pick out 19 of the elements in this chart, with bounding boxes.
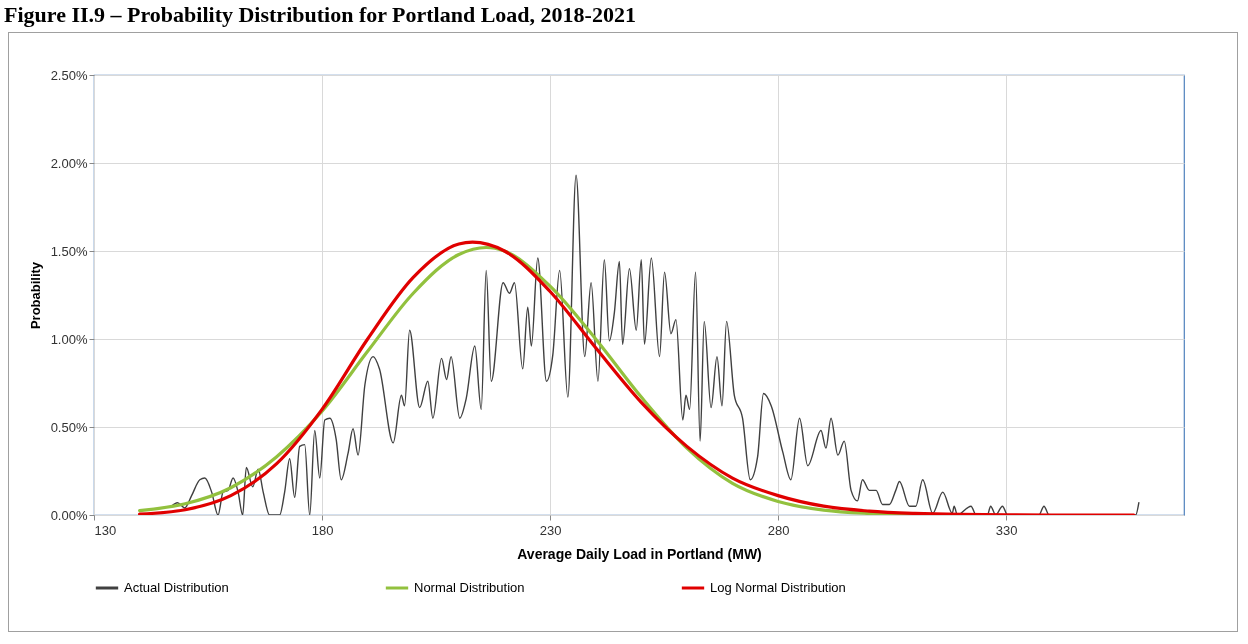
x-tick-label: 130 — [94, 522, 117, 538]
chart-title: Figure II.9 – Probability Distribution for Portland Load, 2018-2021 — [4, 2, 637, 28]
line-series — [138, 240, 1136, 515]
legend-label: Log Normal Distribution — [710, 580, 846, 595]
x-tick-label: 330 — [995, 522, 1018, 538]
y-tick-label: 0.50% — [50, 419, 88, 435]
x-tick-label: 230 — [539, 522, 562, 538]
y-tick-label: 0.00% — [50, 507, 88, 523]
legend-label: Actual Distribution — [124, 580, 229, 595]
x-tick-label: 180 — [311, 522, 334, 538]
y-tick-label: 1.50% — [50, 243, 88, 259]
y-tick-label: 2.50% — [50, 67, 88, 83]
legend-label: Normal Distribution — [414, 580, 525, 595]
x-tick-label: 280 — [767, 522, 790, 538]
x-axis-title: Average Daily Load in Portland (MW) — [517, 545, 762, 562]
y-tick-label: 2.00% — [50, 155, 88, 171]
line-series — [170, 174, 1140, 515]
y-axis-title: Probability — [27, 261, 43, 330]
y-tick-label: 1.00% — [50, 331, 88, 347]
